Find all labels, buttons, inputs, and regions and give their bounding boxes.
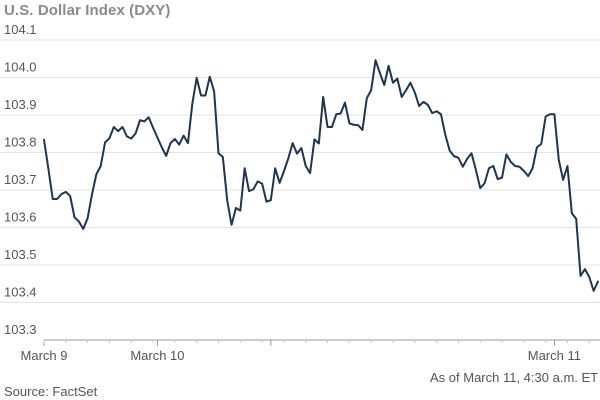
x-tick-label: March 11 [528, 348, 581, 363]
as-of-note: As of March 11, 4:30 a.m. ET [430, 370, 599, 385]
y-tick-label: 103.9 [4, 97, 37, 112]
x-tick-label: March 9 [21, 348, 68, 363]
y-tick-label: 103.3 [4, 322, 37, 337]
chart-title: U.S. Dollar Index (DXY) [4, 2, 171, 19]
gridlines [0, 39, 600, 341]
y-tick-label: 103.6 [4, 210, 37, 225]
y-tick-label: 103.4 [4, 285, 37, 300]
y-tick-label: 103.7 [4, 172, 37, 187]
series-line-dxy [43, 59, 599, 292]
y-tick-label: 104.1 [4, 22, 37, 37]
y-tick-label: 103.5 [4, 247, 37, 262]
y-tick-label: 104.0 [4, 60, 37, 75]
x-axis: March 9 March 10 March 11 [21, 340, 590, 363]
y-axis: 104.1 104.0 103.9 103.8 103.7 103.6 103.5 103.4… [4, 22, 37, 337]
series-group [43, 59, 599, 292]
y-tick-label: 103.8 [4, 135, 37, 150]
source-note: Source: FactSet [4, 384, 98, 399]
x-tick-label: March 10 [130, 348, 184, 363]
